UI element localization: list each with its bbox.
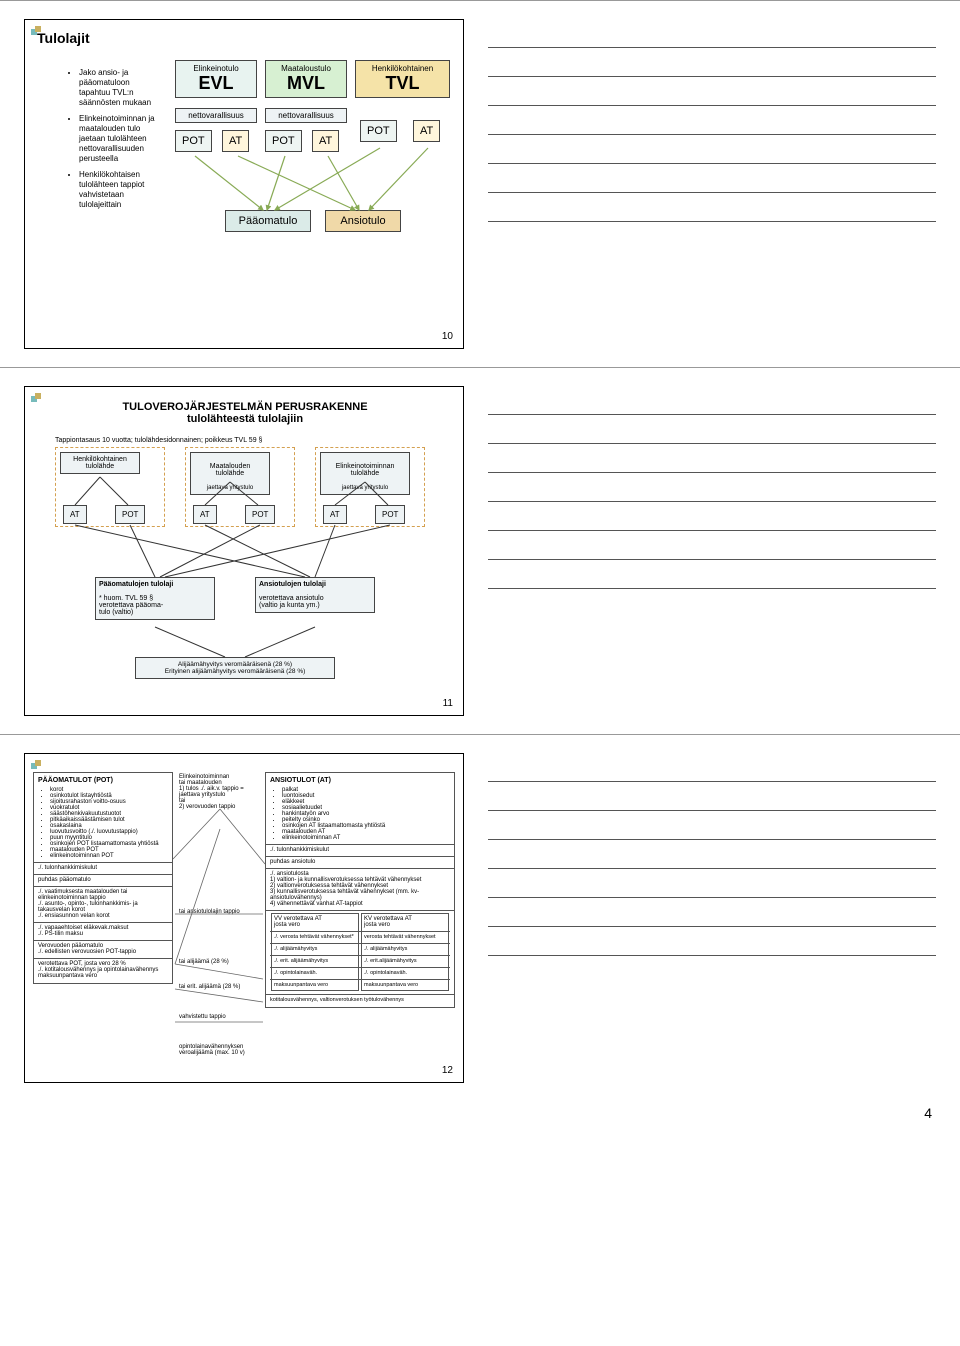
at-tag: AT <box>312 130 339 152</box>
netto-box: nettovarallisuus <box>175 108 257 123</box>
pot-tag: POT <box>375 505 405 524</box>
paaomatulo-box: Pääomatulo <box>225 210 311 232</box>
netto-box: nettovarallisuus <box>265 108 347 123</box>
at-tag: AT <box>323 505 347 524</box>
at-tag: AT <box>193 505 217 524</box>
logo-icon <box>31 393 41 403</box>
mid-label: tai erit. alijäämä (28 %) <box>179 984 261 990</box>
table-row: maksuunpantava vero <box>270 979 360 988</box>
table-row: ./. opintolainaväh. <box>270 967 360 976</box>
hyvitys-box: Alijäämähyvitys veromääräisenä (28 %) Er… <box>135 657 335 679</box>
table-row: ./. alijäämähyvitys <box>270 943 360 952</box>
notes-col <box>480 745 960 1091</box>
table-row: verotettava POT, josta vero 28 % ./. kot… <box>34 958 172 979</box>
slide-col: Tulolajit Jako ansio- ja pääomatuloon ta… <box>0 11 480 357</box>
page-row-11: TULOVEROJÄRJESTELMÄN PERUSRAKENNE tulolä… <box>0 367 960 734</box>
source-box: Elinkeinotoiminnan tulolähde jaettava yr… <box>320 452 410 495</box>
at-footer: kotitalousvähennys, valtionverotuksen ty… <box>266 994 454 1003</box>
pot-tag: POT <box>360 120 397 142</box>
table-row: ./. tulonhankkimiskulut <box>34 862 172 871</box>
table-row: ./. alijäämähyvitys <box>360 943 450 952</box>
table-row: maksuunpantava vero <box>360 979 450 988</box>
mid-label: tai ansiotulolajin tappio <box>179 909 261 915</box>
pot-list: korotosinkotulot listayhtiöstäsijoitusra… <box>50 787 168 859</box>
slide-number: 10 <box>442 331 453 342</box>
pot-rows: ./. tulonhankkimiskulutpuhdas pääomatulo… <box>38 862 168 979</box>
mid-top: Elinkeinotoiminnan tai maatalouden 1) tu… <box>179 774 259 810</box>
col-box-evl: Elinkeinotulo EVL <box>175 60 257 98</box>
slide-bullets: Jako ansio- ja pääomatuloon tapahtuu TVL… <box>39 68 159 216</box>
pot-tag: POT <box>245 505 275 524</box>
notes-col <box>480 11 960 357</box>
slide-10: Tulolajit Jako ansio- ja pääomatuloon ta… <box>24 19 464 349</box>
pot-tag: POT <box>115 505 145 524</box>
slide-title: Tulolajit <box>37 30 90 46</box>
table-row: ./. erit. alijäämähyvitys <box>270 955 360 964</box>
table-row: ./. tulonhankkimiskulut <box>266 844 454 853</box>
page-row-10: Tulolajit Jako ansio- ja pääomatuloon ta… <box>0 0 960 367</box>
at-tag: AT <box>222 130 249 152</box>
pot-tag: POT <box>175 130 212 152</box>
split-cell: KV verotettava AT josta veroverosta teht… <box>361 913 449 991</box>
bullet: Jako ansio- ja pääomatuloon tapahtuu TVL… <box>79 68 159 108</box>
page-number: 4 <box>0 1101 960 1125</box>
bullet: Henkilökohtaisen tulolähteen tappiot vah… <box>79 170 159 210</box>
table-row: ./. erit.alijäämähyvitys <box>360 955 450 964</box>
slide-heading: TULOVEROJÄRJESTELMÄN PERUSRAKENNE tulolä… <box>85 401 405 425</box>
table-row: puhdas pääomatulo <box>34 874 172 883</box>
logo-icon <box>31 760 41 770</box>
slide-subheading: Tappiontasaus 10 vuotta; tulolähdesidonn… <box>55 437 262 444</box>
table-row: ./. opintolainaväh. <box>360 967 450 976</box>
at-column: ANSIOTULOT (AT) palkatluontoiseduteläkke… <box>265 772 455 1008</box>
table-row: ./. ansiotulosta 1) valtion- ja kunnalli… <box>266 868 454 907</box>
table-row: ./. vapaaehtoiset eläkevak.maksut ./. PS… <box>34 922 172 937</box>
paa-group: Pääomatulojen tulolaji * huom. TVL 59 § … <box>95 577 215 620</box>
at-split: VV verotettava AT josta vero./. verosta … <box>266 910 454 991</box>
slide-col: PÄÄOMATULOT (POT) korotosinkotulot lista… <box>0 745 480 1091</box>
table-row: verosta tehtävät vähennykset <box>360 931 450 940</box>
mid-label: opintolainavähennyksen veroalijäämä (max… <box>179 1044 261 1056</box>
slide-number: 12 <box>442 1065 453 1076</box>
source-box: Henkilökohtainen tulolähde <box>60 452 140 474</box>
at-list: palkatluontoiseduteläkkeetsosiaalietuude… <box>282 787 450 841</box>
page-row-12: PÄÄOMATULOT (POT) korotosinkotulot lista… <box>0 734 960 1101</box>
at-rows: ./. tulonhankkimiskulutpuhdas ansiotulo.… <box>270 844 450 907</box>
col-box-mvl: Maataloustulo MVL <box>265 60 347 98</box>
mid-label: tai alijäämä (28 %) <box>179 959 261 965</box>
slide-12: PÄÄOMATULOT (POT) korotosinkotulot lista… <box>24 753 464 1083</box>
table-row: ./. vaatimuksesta maatalouden tai elinke… <box>34 886 172 919</box>
slide-number: 11 <box>443 698 453 709</box>
list-item: elinkeinotoiminnan AT <box>282 835 450 841</box>
ansiotulo-box: Ansiotulo <box>325 210 401 232</box>
at-tag: AT <box>413 120 440 142</box>
ans-group: Ansiotulojen tulolaji verotettava ansiot… <box>255 577 375 613</box>
table-row: ./. verosta tehtävät vähennykset* <box>270 931 360 940</box>
slide-11: TULOVEROJÄRJESTELMÄN PERUSRAKENNE tulolä… <box>24 386 464 716</box>
notes-col <box>480 378 960 724</box>
source-box: Maatalouden tulolähde jaettava yritystul… <box>190 452 270 495</box>
col-box-tvl: Henkilökohtainen TVL <box>355 60 450 98</box>
bullet: Elinkeinotoiminnan ja maatalouden tulo j… <box>79 114 159 164</box>
table-row: puhdas ansiotulo <box>266 856 454 865</box>
pot-tag: POT <box>265 130 302 152</box>
list-item: elinkeinotoiminnan POT <box>50 853 168 859</box>
mid-label: vahvistettu tappio <box>179 1014 261 1020</box>
at-tag: AT <box>63 505 87 524</box>
table-row: Verovuoden pääomatulo ./. edellisten ver… <box>34 940 172 955</box>
pot-column: PÄÄOMATULOT (POT) korotosinkotulot lista… <box>33 772 173 984</box>
split-cell: VV verotettava AT josta vero./. verosta … <box>271 913 359 991</box>
slide-col: TULOVEROJÄRJESTELMÄN PERUSRAKENNE tulolä… <box>0 378 480 724</box>
